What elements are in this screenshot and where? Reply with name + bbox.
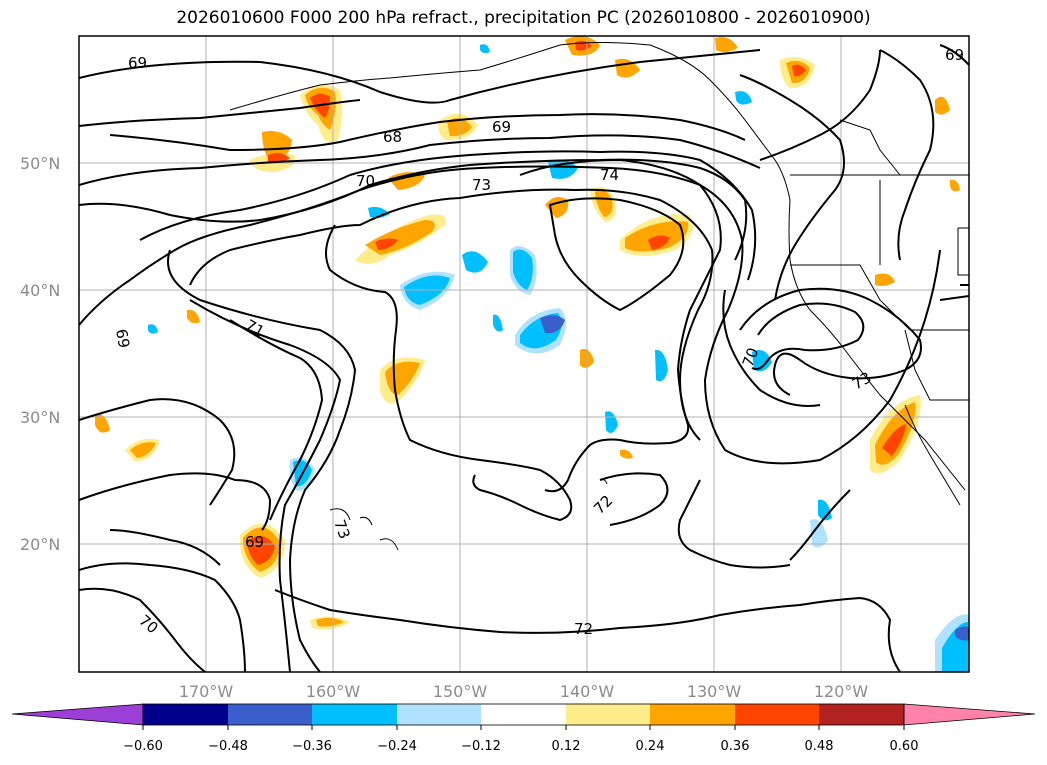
colorbar-segment: [481, 704, 566, 725]
colorbar-tick-label: 0.36: [721, 739, 750, 754]
colorbar-segment: [312, 704, 397, 725]
refractivity-contours: [79, 44, 969, 672]
colorbar-extend-low: [11, 703, 144, 726]
lon-label: 120°W: [814, 682, 869, 701]
lon-label: 160°W: [306, 682, 361, 701]
colorbar-tick-label: 0.48: [805, 739, 834, 754]
colorbar-segment: [819, 704, 904, 725]
map-frame: [78, 35, 970, 673]
lon-label: 170°W: [179, 682, 234, 701]
longitude-labels: 170°W 160°W 150°W 140°W 130°W 120°W: [179, 682, 869, 701]
colorbar-tick-label: −0.36: [292, 739, 332, 754]
colorbar-tick-label: 0.12: [552, 739, 581, 754]
lat-label: 30°N: [20, 408, 60, 427]
precip-negative-areas: [148, 44, 969, 672]
contour-label: 69: [112, 328, 133, 350]
colorbar-segment: [650, 704, 735, 725]
contour-label: 68: [383, 128, 402, 146]
colorbar-segment: [735, 704, 819, 725]
colorbar-outline: [142, 703, 905, 726]
colorbar-tick-labels: −0.60 −0.48 −0.36 −0.24 −0.12 0.12 0.24 …: [123, 739, 918, 754]
colorbar-tick-label: −0.48: [208, 739, 248, 754]
colorbar-tick-label: 0.60: [890, 739, 919, 754]
contour-label: 73: [330, 517, 353, 541]
contour-label: 69: [245, 533, 264, 551]
contour-label: 72: [574, 620, 593, 638]
colorbar-extend-high: [903, 703, 1036, 726]
contour-label: 69: [492, 118, 511, 136]
colorbar-segment: [397, 704, 481, 725]
colorbar: −0.60 −0.48 −0.36 −0.24 −0.12 0.12 0.24 …: [11, 703, 1036, 754]
contour-label: 70: [356, 172, 375, 190]
gridlines: [79, 36, 969, 672]
lon-label: 140°W: [560, 682, 615, 701]
coastlines: [229, 42, 969, 551]
plot-title: 2026010600 F000 200 hPa refract., precip…: [176, 8, 871, 28]
latitude-labels: 50°N 40°N 30°N 20°N: [20, 154, 60, 554]
contour-label: 73: [472, 176, 491, 194]
colorbar-segment: [566, 704, 650, 725]
colorbar-tick-label: −0.12: [461, 739, 501, 754]
colorbar-tick-label: −0.24: [377, 739, 417, 754]
colorbar-ticks: [142, 725, 905, 730]
lat-label: 40°N: [20, 281, 60, 300]
colorbar-segment: [143, 704, 228, 725]
lon-label: 150°W: [433, 682, 488, 701]
lat-label: 50°N: [20, 154, 60, 173]
colorbar-segment: [228, 704, 312, 725]
contour-label: 69: [128, 54, 147, 72]
contour-label: 74: [600, 166, 619, 184]
map-area: [79, 36, 969, 672]
lon-label: 130°W: [687, 682, 742, 701]
contour-label: 69: [945, 46, 964, 64]
contour-label: 70: [739, 345, 762, 369]
colorbar-tick-label: −0.60: [123, 739, 163, 754]
lat-label: 20°N: [20, 535, 60, 554]
colorbar-tick-label: 0.24: [636, 739, 665, 754]
